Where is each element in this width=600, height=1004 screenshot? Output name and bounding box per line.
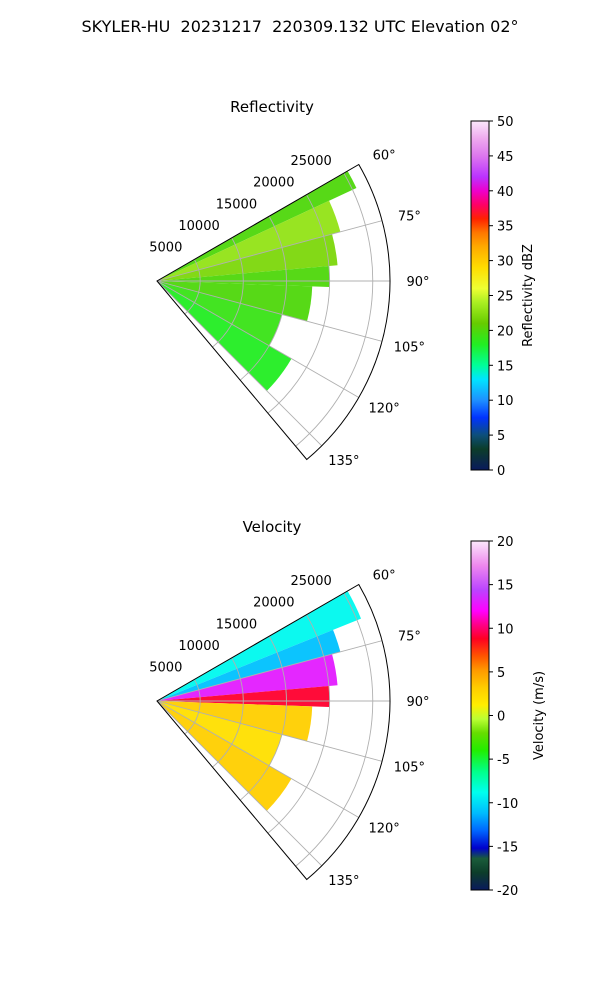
figure-title: SKYLER-HU 20231217 220309.132 UTC Elevat… <box>82 17 519 36</box>
azimuth-spoke <box>156 700 383 762</box>
azimuth-tick-label: 60° <box>373 149 396 164</box>
radar-data-sector <box>157 200 341 281</box>
azimuth-tick-label: 120° <box>368 822 399 837</box>
colorbar-tick-label: 35 <box>497 220 514 235</box>
azimuth-spoke <box>156 640 383 702</box>
range-ring <box>295 172 374 447</box>
colorbar-tick-label: 15 <box>497 359 514 374</box>
range-ring <box>295 592 374 867</box>
panel-title: Velocity <box>243 518 302 536</box>
colorbar-tick-label: 50 <box>497 115 514 130</box>
colorbar-tick-label: 0 <box>497 464 505 479</box>
sector-outline <box>156 163 391 461</box>
colorbar-tick-label: 45 <box>497 150 514 165</box>
range-tick-label: 15000 <box>216 197 257 212</box>
radar-data-sector <box>157 629 341 701</box>
velocity-panel: Velocity500010000150002000025000Meters60… <box>149 518 547 899</box>
azimuth-spoke <box>156 700 323 867</box>
colorbar <box>470 120 490 471</box>
colorbar-tick-label: -10 <box>497 797 518 812</box>
range-tick-label: 20000 <box>253 596 294 611</box>
range-ring <box>239 636 287 801</box>
azimuth-tick-label: 135° <box>328 874 359 889</box>
range-ring <box>267 614 330 834</box>
colorbar-tick-label: 40 <box>497 185 514 200</box>
colorbar-label: Velocity (m/s) <box>532 671 547 760</box>
range-tick-label: 10000 <box>178 219 219 234</box>
radar-data-sector <box>157 590 362 701</box>
azimuth-tick-label: 90° <box>406 695 429 710</box>
range-tick-label: 10000 <box>178 639 219 654</box>
range-ring <box>239 216 287 381</box>
colorbar-tick-label: 10 <box>497 622 514 637</box>
colorbar-tick-label: 30 <box>497 255 514 270</box>
colorbar-tick-label: -5 <box>497 753 510 768</box>
reflectivity-panel: Reflectivity500010000150002000025000Mete… <box>149 98 536 479</box>
range-ring <box>212 657 244 768</box>
azimuth-tick-label: 120° <box>368 402 399 417</box>
azimuth-tick-label: 105° <box>394 340 425 355</box>
colorbar-tick-label: -20 <box>497 884 518 899</box>
azimuth-tick-label: 75° <box>398 210 421 225</box>
azimuth-tick-label: 135° <box>328 454 359 469</box>
colorbar-label: Reflectivity dBZ <box>521 244 536 347</box>
colorbar-tick-label: 0 <box>497 710 505 725</box>
range-tick-label: 25000 <box>290 574 331 589</box>
azimuth-spoke <box>156 280 383 342</box>
range-ring <box>267 194 330 414</box>
range-tick-label: 20000 <box>253 176 294 191</box>
colorbar-tick-label: -15 <box>497 840 518 855</box>
colorbar <box>470 540 490 891</box>
range-tick-label: 15000 <box>216 617 257 632</box>
range-tick-label: 25000 <box>290 154 331 169</box>
colorbar-tick-label: 20 <box>497 535 514 550</box>
range-ring <box>184 259 201 315</box>
radar-data <box>157 170 357 391</box>
polar-grid <box>156 584 390 867</box>
range-ring <box>184 679 201 735</box>
colorbar-tick-label: 20 <box>497 324 514 339</box>
colorbar-tick-label: 25 <box>497 290 514 305</box>
azimuth-spoke <box>156 220 383 282</box>
panel-title: Reflectivity <box>230 98 314 116</box>
azimuth-spoke <box>156 280 323 447</box>
azimuth-tick-label: 60° <box>373 569 396 584</box>
range-tick-label: 5000 <box>149 240 182 255</box>
colorbar-tick-label: 5 <box>497 666 505 681</box>
colorbar-tick-label: 15 <box>497 579 514 594</box>
range-tick-label: 5000 <box>149 660 182 675</box>
sector-outline <box>156 583 391 881</box>
range-ring <box>212 237 244 348</box>
colorbar-tick-label: 5 <box>497 429 505 444</box>
azimuth-spoke <box>156 700 360 818</box>
colorbar-tick-label: 10 <box>497 394 514 409</box>
radar-data-sector <box>157 170 357 281</box>
radar-data-sector <box>157 281 283 346</box>
azimuth-tick-label: 75° <box>398 630 421 645</box>
azimuth-spoke <box>156 280 360 398</box>
azimuth-tick-label: 90° <box>406 275 429 290</box>
radar-data-sector <box>157 701 283 766</box>
azimuth-tick-label: 105° <box>394 760 425 775</box>
